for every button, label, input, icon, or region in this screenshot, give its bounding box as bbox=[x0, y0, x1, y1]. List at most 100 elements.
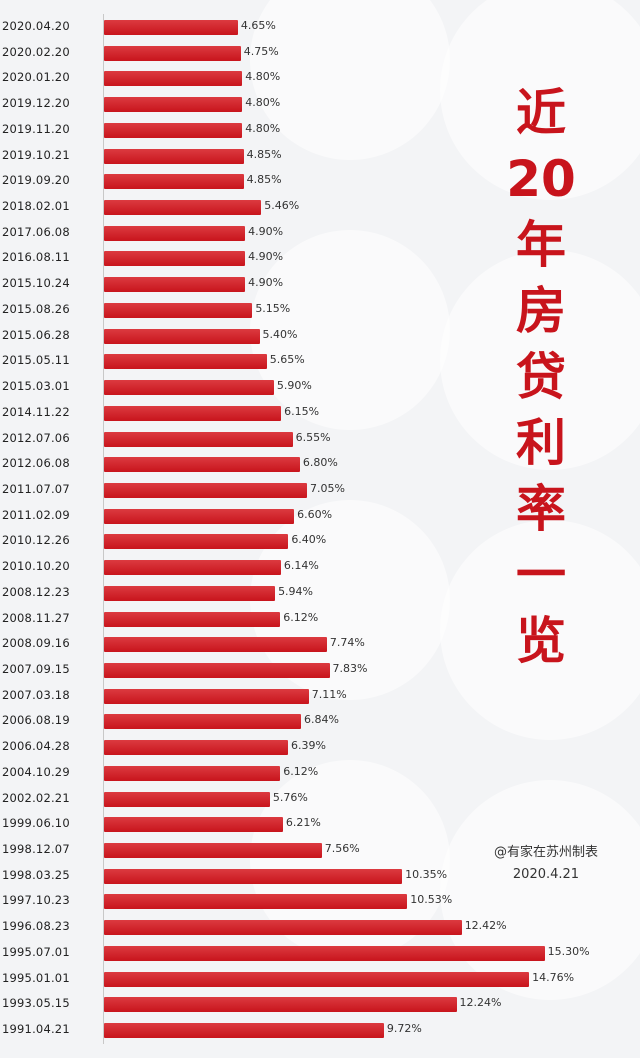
category-label: 1991.04.21 bbox=[2, 1022, 70, 1037]
data-label: 5.40% bbox=[262, 327, 298, 341]
bar bbox=[104, 843, 322, 859]
bar-row: 1993.05.15 12.24% bbox=[0, 993, 640, 1019]
category-label: 2010.12.26 bbox=[2, 533, 70, 548]
data-label: 4.90% bbox=[248, 250, 284, 264]
data-label: 5.46% bbox=[264, 199, 300, 213]
bar-row: 2010.12.26 6.40% bbox=[0, 530, 640, 556]
y-axis-line bbox=[103, 14, 104, 1044]
category-label: 2015.06.28 bbox=[2, 327, 70, 342]
data-label: 4.85% bbox=[246, 173, 282, 187]
category-label: 2019.10.21 bbox=[2, 147, 70, 162]
bar-row: 2008.09.16 7.74% bbox=[0, 633, 640, 659]
data-label: 6.12% bbox=[283, 764, 319, 778]
data-label: 15.30% bbox=[547, 944, 590, 958]
category-label: 1999.06.10 bbox=[2, 816, 70, 831]
bar bbox=[104, 482, 308, 498]
bar-row: 2019.09.20 4.85% bbox=[0, 170, 640, 196]
bar-row: 2020.04.20 4.65% bbox=[0, 16, 640, 42]
bar bbox=[104, 508, 295, 524]
title-char: 贷 bbox=[516, 348, 566, 406]
category-label: 2015.10.24 bbox=[2, 276, 70, 291]
title-char: 览 bbox=[516, 612, 566, 670]
bar-row: 2016.08.11 4.90% bbox=[0, 247, 640, 273]
data-label: 5.15% bbox=[255, 301, 291, 315]
category-label: 2016.08.11 bbox=[2, 250, 70, 265]
category-label: 1996.08.23 bbox=[2, 919, 70, 934]
bar-row: 2011.02.09 6.60% bbox=[0, 505, 640, 531]
bar-row: 2014.11.22 6.15% bbox=[0, 402, 640, 428]
credit-author: @有家在苏州制表 bbox=[493, 845, 598, 860]
category-label: 1993.05.15 bbox=[2, 996, 70, 1011]
category-label: 2012.06.08 bbox=[2, 456, 70, 471]
data-label: 10.35% bbox=[405, 867, 448, 881]
bar-row: 1995.01.01 14.76% bbox=[0, 968, 640, 994]
category-label: 2014.11.22 bbox=[2, 404, 70, 419]
category-label: 2008.09.16 bbox=[2, 636, 70, 651]
bar-row: 2006.04.28 6.39% bbox=[0, 736, 640, 762]
bar-row: 1996.08.23 12.42% bbox=[0, 916, 640, 942]
category-label: 2015.08.26 bbox=[2, 301, 70, 316]
category-label: 2015.05.11 bbox=[2, 353, 70, 368]
category-label: 1998.03.25 bbox=[2, 867, 70, 882]
bar bbox=[104, 560, 281, 576]
data-label: 7.83% bbox=[332, 662, 368, 675]
bar bbox=[104, 97, 243, 113]
category-label: 2020.02.20 bbox=[2, 44, 70, 59]
bar bbox=[104, 20, 238, 35]
category-label: 2011.02.09 bbox=[2, 507, 70, 522]
category-label: 2015.03.01 bbox=[2, 379, 70, 394]
chart-title: 近 20 年房贷利率一览 bbox=[486, 80, 596, 674]
bar bbox=[104, 997, 457, 1013]
bar-row: 1997.10.23 10.53% bbox=[0, 890, 640, 916]
title-char: 一 bbox=[516, 546, 566, 604]
bar-row: 1999.06.10 6.21% bbox=[0, 813, 640, 839]
bar-row: 2011.07.07 7.05% bbox=[0, 479, 640, 505]
category-label: 2018.02.01 bbox=[2, 199, 70, 214]
bar-row: 2015.08.26 5.15% bbox=[0, 299, 640, 325]
bar bbox=[104, 405, 282, 421]
category-label: 1995.01.01 bbox=[2, 970, 70, 985]
credit-block: @有家在苏州制表 2020.4.21 bbox=[466, 842, 626, 886]
bar bbox=[104, 328, 260, 344]
bar bbox=[104, 302, 253, 318]
bar-row: 2007.03.18 7.11% bbox=[0, 685, 640, 711]
bar bbox=[104, 791, 270, 807]
data-label: 4.90% bbox=[248, 276, 284, 290]
data-label: 6.14% bbox=[283, 559, 319, 573]
bar-row: 2020.01.20 4.80% bbox=[0, 67, 640, 93]
data-label: 6.12% bbox=[283, 610, 319, 624]
bar bbox=[104, 277, 246, 293]
data-label: 4.80% bbox=[245, 121, 281, 135]
bar bbox=[104, 457, 300, 473]
data-label: 6.40% bbox=[291, 533, 327, 547]
bar bbox=[104, 714, 301, 730]
category-label: 2007.09.15 bbox=[2, 662, 70, 676]
category-label: 2011.07.07 bbox=[2, 481, 70, 496]
bar-row: 1991.04.21 9.72% bbox=[0, 1019, 640, 1045]
data-label: 4.90% bbox=[248, 224, 284, 238]
category-label: 2008.12.23 bbox=[2, 584, 70, 599]
category-label: 2012.07.06 bbox=[2, 430, 70, 445]
data-label: 7.05% bbox=[310, 481, 345, 495]
title-char: 近 bbox=[516, 84, 566, 142]
bar-row: 1995.07.01 15.30% bbox=[0, 942, 640, 968]
watermark-circle bbox=[250, 230, 450, 430]
bar bbox=[104, 663, 330, 678]
category-label: 2020.01.20 bbox=[2, 70, 70, 85]
bar bbox=[104, 71, 243, 87]
bar bbox=[104, 122, 243, 138]
title-char: 年 bbox=[516, 216, 566, 274]
category-label: 2008.11.27 bbox=[2, 610, 70, 625]
bar-row: 2017.06.08 4.90% bbox=[0, 222, 640, 248]
bar-row: 2019.10.21 4.85% bbox=[0, 145, 640, 171]
data-label: 5.94% bbox=[278, 584, 314, 598]
bar bbox=[104, 611, 281, 627]
bar bbox=[104, 637, 327, 653]
data-label: 4.80% bbox=[245, 70, 281, 84]
bar bbox=[104, 380, 274, 396]
category-label: 2019.12.20 bbox=[2, 96, 70, 111]
category-label: 2019.11.20 bbox=[2, 121, 70, 136]
watermark-circle bbox=[250, 0, 450, 160]
category-label: 2019.09.20 bbox=[2, 173, 70, 188]
data-label: 14.76% bbox=[532, 970, 575, 984]
